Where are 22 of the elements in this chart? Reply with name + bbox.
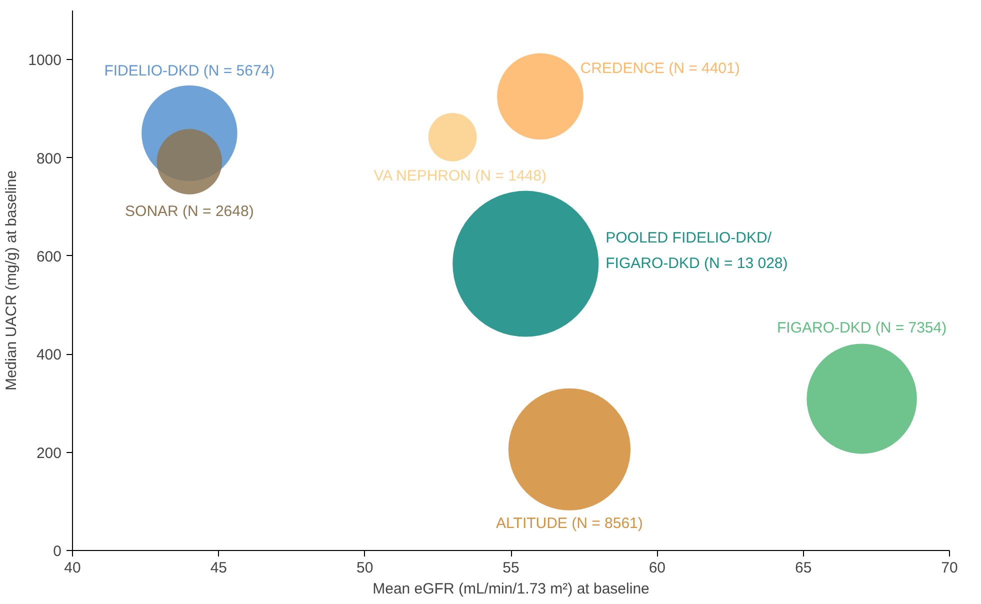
y-tick-label: 0: [53, 543, 62, 560]
x-tick-label: 60: [648, 560, 666, 576]
x-tick-label: 55: [502, 560, 520, 576]
series-label: FIDELIO-DKD (N = 5674): [104, 62, 275, 80]
y-tick-label: 800: [36, 150, 62, 168]
series-label: FIGARO-DKD (N = 7354): [776, 319, 947, 336]
y-tick-label: 1000: [28, 52, 62, 70]
series-label: CREDENCE (N = 4401): [580, 60, 740, 77]
x-tick-label: 65: [794, 560, 812, 576]
series-label: POOLED FIDELIO-DKD/ FIGARO-DKD (N = 13 028): [606, 230, 788, 272]
series-label: SONAR (N = 2648): [125, 203, 254, 220]
y-tick-label: 600: [36, 248, 62, 266]
y-tick-label: 400: [36, 346, 62, 364]
series-label: VA NEPHRON (N = 1448): [374, 168, 546, 185]
x-tick-label: 45: [210, 560, 228, 576]
series-label: ALTITUDE (N = 8561): [496, 514, 643, 532]
y-tick-label: 200: [36, 444, 62, 462]
y-axis-title: Median UACR (mg/g) at baseline: [3, 170, 20, 391]
x-tick-label: 70: [941, 560, 958, 576]
x-axis-title: Mean eGFR (mL/min/1.73 m²) at baseline: [372, 580, 650, 598]
x-tick-label: 50: [356, 560, 374, 576]
x-tick-label: 40: [64, 560, 81, 576]
